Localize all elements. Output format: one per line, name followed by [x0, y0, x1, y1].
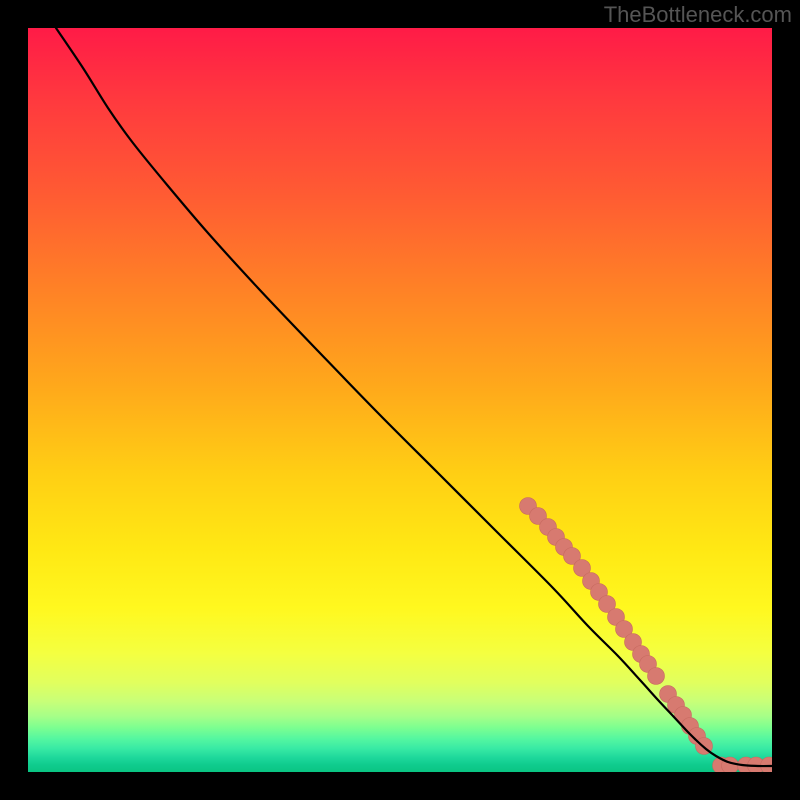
chart-overlay	[28, 28, 772, 772]
curve-path	[56, 28, 772, 766]
markers-group	[520, 498, 773, 773]
marker-dot	[761, 757, 773, 772]
outer-frame: TheBottleneck.com	[0, 0, 800, 800]
marker-dot	[648, 668, 665, 685]
watermark-text: TheBottleneck.com	[604, 2, 792, 28]
plot-area	[28, 28, 772, 772]
